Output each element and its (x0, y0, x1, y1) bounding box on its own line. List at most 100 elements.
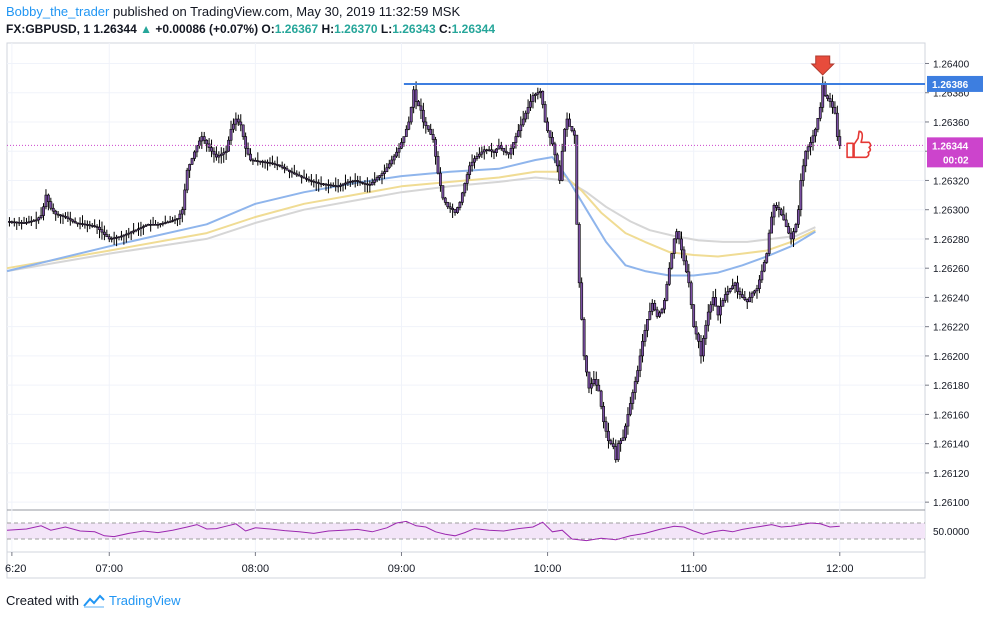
candle (166, 220, 170, 224)
candle (726, 285, 730, 303)
oscillator-band (7, 523, 925, 539)
tradingview-link[interactable]: TradingView (108, 593, 181, 608)
candle-body (319, 183, 323, 185)
chart-header-publisher: Bobby_the_trader published on TradingVie… (6, 4, 460, 19)
candles[interactable] (8, 76, 842, 463)
candle-body (346, 181, 350, 184)
candle-body (821, 83, 825, 108)
price-tick-label: 1.26220 (933, 323, 970, 334)
candle-body (353, 180, 357, 182)
price-tick-label: 1.26100 (933, 498, 970, 509)
candle (835, 105, 839, 142)
candle-body (733, 282, 737, 287)
candle-body (34, 219, 38, 222)
candle (407, 116, 411, 131)
candle-body (801, 165, 805, 181)
candle-body (568, 118, 571, 127)
candle-body (577, 224, 581, 284)
candle-body (638, 355, 642, 371)
candle-body (66, 216, 70, 219)
candle (290, 167, 294, 178)
candle (607, 422, 610, 449)
candle-body (490, 149, 493, 152)
candle-body (280, 165, 284, 168)
candle-body (692, 304, 696, 327)
candle (468, 161, 472, 180)
candle-body (641, 341, 644, 357)
candle (733, 281, 737, 294)
price-axis[interactable]: 1.264001.263801.263601.263401.263201.263… (925, 59, 983, 509)
candle-body (563, 128, 567, 152)
candle (120, 230, 123, 241)
candle (675, 228, 679, 244)
candle-body (772, 205, 776, 218)
candle-body (64, 215, 67, 218)
candle (526, 99, 530, 120)
candle (590, 377, 593, 395)
candle (309, 174, 313, 186)
candle (828, 92, 832, 108)
candle (168, 215, 172, 223)
candle-body (716, 305, 720, 316)
candle (441, 185, 445, 201)
candle (358, 176, 362, 186)
candle-body (222, 152, 226, 155)
candle (10, 220, 14, 224)
candle-body (828, 98, 832, 102)
time-tick-label: 08:00 (242, 563, 270, 575)
candle (234, 112, 238, 132)
price-tick-label: 1.26320 (933, 176, 970, 187)
candle (531, 92, 535, 109)
price-tick-label: 1.26140 (933, 440, 970, 451)
annotations (810, 55, 872, 159)
candle-body (684, 260, 688, 273)
candle (219, 147, 223, 164)
candle-body (15, 221, 19, 224)
time-tick-label: 10:00 (534, 563, 562, 575)
candle (76, 222, 80, 227)
candle (431, 128, 435, 143)
candle (395, 147, 399, 158)
candle-body (297, 174, 301, 177)
candle-body (670, 253, 674, 269)
price-tick-label: 1.26200 (933, 352, 970, 363)
candle (692, 304, 696, 328)
candle (42, 203, 45, 221)
candle (787, 222, 791, 235)
candle (711, 291, 715, 311)
candle-body (356, 180, 360, 182)
candle-body (838, 136, 842, 146)
candle-body (597, 384, 601, 392)
candle (129, 230, 133, 241)
candle-body (760, 270, 764, 281)
candle (816, 118, 820, 133)
candle-body (675, 231, 679, 240)
candle-body (767, 232, 771, 254)
candle-body (253, 160, 257, 162)
author-link[interactable]: Bobby_the_trader (6, 4, 110, 19)
time-axis[interactable]: 6:20 07:00 08:00 09:00 10:00 11:00 12:00 (5, 552, 854, 575)
candle-body (300, 175, 304, 178)
candle-body (154, 224, 157, 226)
candle-body (519, 124, 523, 132)
candle (124, 230, 128, 243)
candle-body (706, 311, 710, 326)
candle (509, 144, 513, 159)
candle (239, 114, 243, 132)
candle (473, 155, 476, 169)
open-label: O: (261, 22, 275, 36)
candle-body (731, 285, 735, 289)
candle (694, 321, 698, 340)
candle (278, 164, 282, 168)
candle-body (25, 221, 28, 224)
candle-body (168, 221, 172, 223)
candle (470, 154, 474, 172)
candle-body (831, 101, 834, 108)
candle-body (305, 177, 308, 180)
candle (288, 169, 291, 179)
candle-body (443, 197, 447, 203)
candle (178, 210, 182, 225)
candle-body (383, 171, 386, 174)
candle (90, 222, 94, 228)
